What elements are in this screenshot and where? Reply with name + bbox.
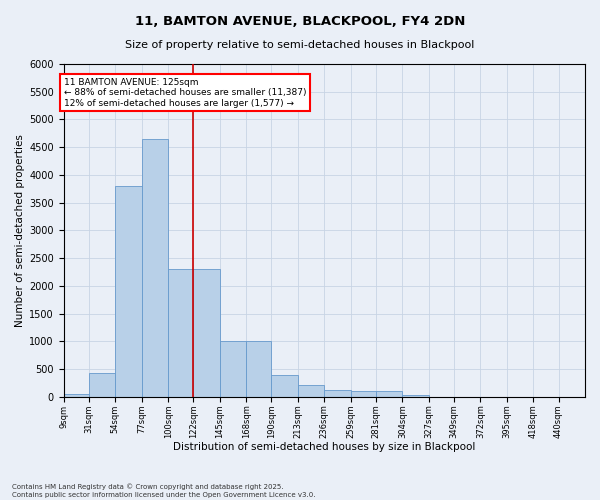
Bar (376, 390, 403, 397)
Bar (168, 269, 193, 397)
X-axis label: Distribution of semi-detached houses by size in Blackpool: Distribution of semi-detached houses by … (173, 442, 476, 452)
Bar (403, 395, 429, 397)
Bar (220, 342, 246, 397)
Bar (193, 269, 220, 397)
Text: 11 BAMTON AVENUE: 125sqm
← 88% of semi-detached houses are smaller (11,387)
12% : 11 BAMTON AVENUE: 125sqm ← 88% of semi-d… (64, 78, 306, 108)
Bar (89, 373, 115, 397)
Bar (142, 139, 168, 397)
Bar (351, 390, 376, 397)
Bar (325, 390, 351, 397)
Bar (298, 384, 325, 397)
Bar (115, 186, 142, 397)
Bar (246, 342, 271, 397)
Bar (271, 374, 298, 397)
Text: Contains HM Land Registry data © Crown copyright and database right 2025.
Contai: Contains HM Land Registry data © Crown c… (12, 484, 316, 498)
Text: Size of property relative to semi-detached houses in Blackpool: Size of property relative to semi-detach… (125, 40, 475, 50)
Bar (64, 394, 89, 397)
Text: 11, BAMTON AVENUE, BLACKPOOL, FY4 2DN: 11, BAMTON AVENUE, BLACKPOOL, FY4 2DN (135, 15, 465, 28)
Y-axis label: Number of semi-detached properties: Number of semi-detached properties (15, 134, 25, 327)
